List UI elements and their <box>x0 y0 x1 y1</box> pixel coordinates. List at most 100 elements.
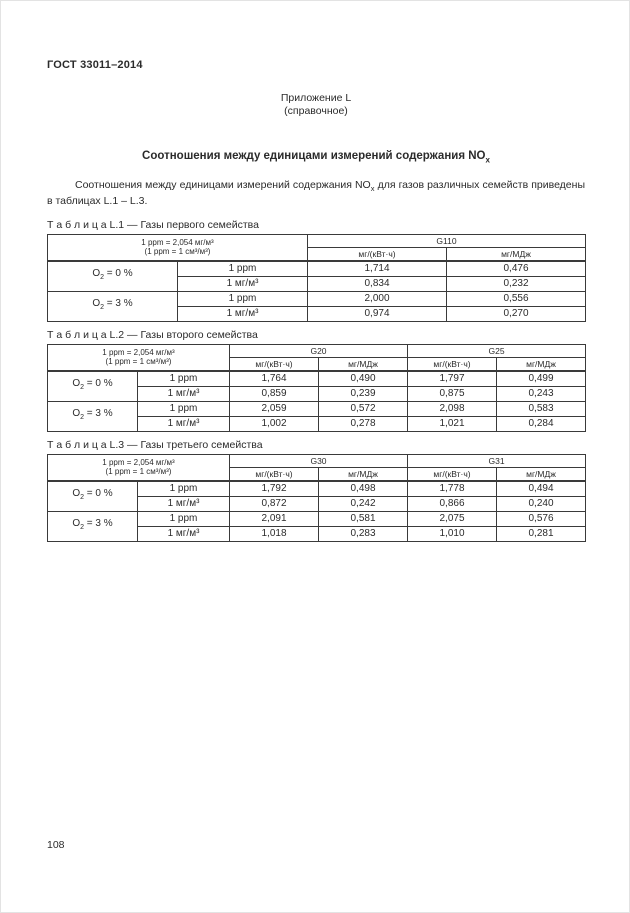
unit-cell: 1 мг/м³ <box>137 525 230 542</box>
unit-header: мг/(кВт·ч) <box>229 356 319 372</box>
unit-header: мг/МДж <box>445 246 587 262</box>
value-cell: 0,556 <box>445 290 587 307</box>
value-cell: 0,974 <box>307 305 447 322</box>
doc-number: ГОСТ 33011–2014 <box>47 59 143 71</box>
table-row: 1 мг/м³ 0,834 0,232 <box>48 275 587 292</box>
value-cell: 2,059 <box>229 400 319 417</box>
value-cell: 0,572 <box>317 400 409 417</box>
o2-level-cell: O2 = 0 % <box>47 259 178 292</box>
o2-level-cell: O2 = 3 % <box>47 400 138 432</box>
unit-cell: 1 мг/м³ <box>137 385 230 402</box>
unit-header: мг/(кВт·ч) <box>229 466 319 482</box>
value-cell: 0,872 <box>229 495 319 512</box>
value-cell: 1,792 <box>229 479 319 497</box>
value-cell: 1,018 <box>229 525 319 542</box>
value-cell: 1,002 <box>229 415 319 432</box>
intro-paragraph: Соотношения между единицами измерений со… <box>47 179 585 208</box>
unit-cell: 1 мг/м³ <box>137 415 230 432</box>
table-row: O2 = 0 % 1 ppm 1,714 0,476 <box>47 259 587 292</box>
unit-header: мг/(кВт·ч) <box>407 356 498 372</box>
unit-cell: 1 ppm <box>177 259 308 277</box>
table-caption-l2: Т а б л и ц а L.2 — Газы второго семейст… <box>47 328 258 341</box>
value-cell: 1,764 <box>229 369 319 387</box>
title-subscript: x <box>485 155 490 165</box>
value-cell: 0,239 <box>317 385 409 402</box>
value-cell: 0,875 <box>407 385 498 402</box>
o2-level-cell: O2 = 0 % <box>47 479 138 512</box>
value-cell: 0,834 <box>307 275 447 292</box>
unit-cell: 1 мг/м³ <box>177 275 308 292</box>
value-cell: 0,576 <box>496 510 587 527</box>
unit-header: мг/МДж <box>496 356 587 372</box>
gas-group-header: G25 <box>407 343 587 358</box>
value-cell: 0,866 <box>407 495 498 512</box>
value-cell: 0,476 <box>445 259 587 277</box>
appendix-note: (справочное) <box>284 104 348 117</box>
unit-cell: 1 ppm <box>137 369 230 387</box>
table-row: O2 = 3 % 1 ppm 2,091 0,581 2,075 0,576 <box>47 510 587 542</box>
gas-group-header: G110 <box>306 233 587 248</box>
conversion-note: 1 ppm = 2,054 мг/м³ (1 ppm = 1 см³/м³) <box>47 233 308 262</box>
unit-cell: 1 ppm <box>137 479 230 497</box>
table-caption-l1: Т а б л и ц а L.1 — Газы первого семейст… <box>47 218 259 231</box>
unit-header: мг/(кВт·ч) <box>307 246 447 262</box>
value-cell: 1,797 <box>407 369 498 387</box>
value-cell: 0,499 <box>496 369 587 387</box>
value-cell: 2,075 <box>407 510 498 527</box>
value-cell: 0,581 <box>317 510 409 527</box>
value-cell: 0,278 <box>317 415 409 432</box>
table-l2: 1 ppm = 2,054 мг/м³ (1 ppm = 1 см³/м³) G… <box>47 343 587 432</box>
table-caption-l3: Т а б л и ц а L.3 — Газы третьего семейс… <box>47 438 263 451</box>
page-title: Соотношения между единицами измерений со… <box>142 150 490 165</box>
table-row: O2 = 0 % 1 ppm 1,764 0,490 1,797 0,499 <box>47 369 587 402</box>
appendix-block: Приложение L (справочное) <box>47 92 585 117</box>
table-row: O2 = 0 % 1 ppm 1,792 0,498 1,778 0,494 <box>47 479 587 512</box>
table-row: 1 мг/м³ 0,872 0,242 0,866 0,240 <box>48 495 587 512</box>
o2-level-cell: O2 = 3 % <box>47 290 178 322</box>
intro-subscript: x <box>370 184 375 194</box>
unit-cell: 1 мг/м³ <box>177 305 308 322</box>
unit-cell: 1 ppm <box>137 510 230 527</box>
value-cell: 0,498 <box>317 479 409 497</box>
value-cell: 2,098 <box>407 400 498 417</box>
value-cell: 2,000 <box>307 290 447 307</box>
value-cell: 0,232 <box>445 275 587 292</box>
unit-header: мг/МДж <box>317 466 409 482</box>
table-row: O2 = 3 % 1 ppm 2,059 0,572 2,098 0,583 <box>47 400 587 432</box>
o2-level-cell: O2 = 0 % <box>47 369 138 402</box>
appendix-label: Приложение L <box>280 92 352 104</box>
gas-group-header: G30 <box>228 453 409 468</box>
conversion-note: 1 ppm = 2,054 мг/м³ (1 ppm = 1 см³/м³) <box>47 343 230 372</box>
value-cell: 0,494 <box>496 479 587 497</box>
value-cell: 0,583 <box>496 400 587 417</box>
value-cell: 0,281 <box>496 525 587 542</box>
o2-level-cell: O2 = 3 % <box>47 510 138 542</box>
unit-header: мг/МДж <box>496 466 587 482</box>
unit-cell: 1 ppm <box>137 400 230 417</box>
table-row: 1 мг/м³ 1,018 0,283 1,010 0,281 <box>48 525 587 542</box>
table-row: 1 мг/м³ 1,002 0,278 1,021 0,284 <box>48 415 587 432</box>
value-cell: 0,490 <box>317 369 409 387</box>
value-cell: 0,270 <box>445 305 587 322</box>
table-row: O2 = 3 % 1 ppm 2,000 0,556 <box>47 290 587 322</box>
value-cell: 2,091 <box>229 510 319 527</box>
value-cell: 0,284 <box>496 415 587 432</box>
value-cell: 1,714 <box>307 259 447 277</box>
unit-cell: 1 мг/м³ <box>137 495 230 512</box>
page-number: 108 <box>47 839 65 851</box>
value-cell: 0,283 <box>317 525 409 542</box>
table-row: 1 мг/м³ 0,974 0,270 <box>48 305 587 322</box>
conversion-note: 1 ppm = 2,054 мг/м³ (1 ppm = 1 см³/м³) <box>47 453 230 482</box>
table-l3: 1 ppm = 2,054 мг/м³ (1 ppm = 1 см³/м³) G… <box>47 453 587 542</box>
value-cell: 0,242 <box>317 495 409 512</box>
gas-group-header: G20 <box>228 343 409 358</box>
table-l1: 1 ppm = 2,054 мг/м³ (1 ppm = 1 см³/м³) G… <box>47 233 587 322</box>
value-cell: 0,240 <box>496 495 587 512</box>
value-cell: 1,010 <box>407 525 498 542</box>
unit-header: мг/МДж <box>317 356 409 372</box>
value-cell: 0,859 <box>229 385 319 402</box>
value-cell: 0,243 <box>496 385 587 402</box>
value-cell: 1,778 <box>407 479 498 497</box>
gas-group-header: G31 <box>407 453 587 468</box>
